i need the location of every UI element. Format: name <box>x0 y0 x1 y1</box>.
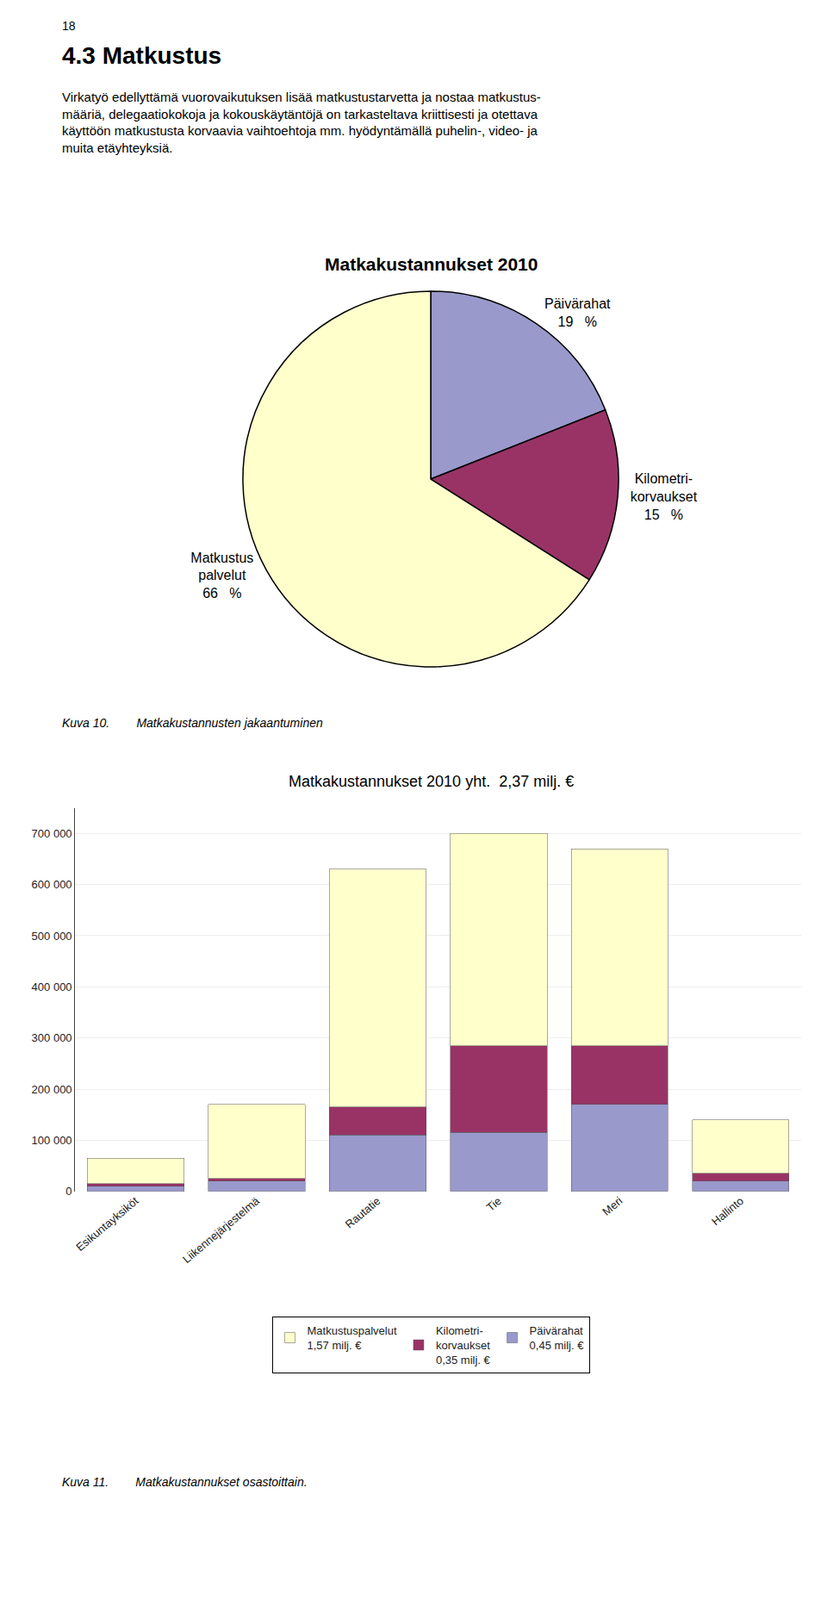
svg-text:Kuva 11. Matkakustannuk: Kuva 11. Matkakustannukset osastoittain. <box>62 1474 308 1489</box>
svg-text:18: 18 <box>62 18 76 33</box>
svg-text:0: 0 <box>65 1184 72 1198</box>
svg-text:Kilometri-korvaukset0,35 milj.: Kilometri-korvaukset0,35 milj. € <box>435 1324 492 1367</box>
svg-text:600 000: 600 000 <box>31 877 73 891</box>
svg-text:300 000: 300 000 <box>31 1031 73 1045</box>
svg-text:Matkakustannukset 2010 yht. 2: Matkakustannukset 2010 yht. 2,37 milj. € <box>288 772 574 790</box>
svg-text:400 000: 400 000 <box>31 980 73 994</box>
svg-text:Meri: Meri <box>599 1193 625 1219</box>
svg-text:Liikennejärjestelmä: Liikennejärjestelmä <box>180 1193 262 1267</box>
svg-text:700 000: 700 000 <box>31 827 73 840</box>
svg-text:Päivärahat0,45 milj. €: Päivärahat0,45 milj. € <box>529 1324 585 1352</box>
svg-text:Matkustuspalvelut1,57 milj. €: Matkustuspalvelut1,57 milj. € <box>307 1324 398 1352</box>
svg-text:Rautatie: Rautatie <box>342 1193 384 1232</box>
svg-text:Esikuntayksiköt: Esikuntayksiköt <box>73 1193 142 1254</box>
svg-text:Tie: Tie <box>484 1193 504 1214</box>
svg-text:4.3 Matkustus: 4.3 Matkustus <box>62 42 222 69</box>
svg-text:100 000: 100 000 <box>31 1133 73 1147</box>
svg-text:Hallinto: Hallinto <box>708 1193 747 1228</box>
svg-text:Matkustuspalvelut66 %: Matkustuspalvelut66 % <box>190 550 254 602</box>
svg-text:200 000: 200 000 <box>31 1082 73 1096</box>
svg-text:Matkakustannukset 2010: Matkakustannukset 2010 <box>324 254 538 274</box>
svg-text:Päivärahat19 %: Päivärahat19 % <box>544 296 611 330</box>
svg-text:500 000: 500 000 <box>31 929 73 943</box>
svg-text:Kuva 10. Matkakustannus: Kuva 10. Matkakustannusten jakaantuminen <box>62 715 324 730</box>
svg-text:Virkatyö edellyttämä vuorovaik: Virkatyö edellyttämä vuorovaikutuksen li… <box>62 89 541 156</box>
svg-text:Kilometri-korvaukset15 %: Kilometri-korvaukset15 % <box>630 471 698 523</box>
